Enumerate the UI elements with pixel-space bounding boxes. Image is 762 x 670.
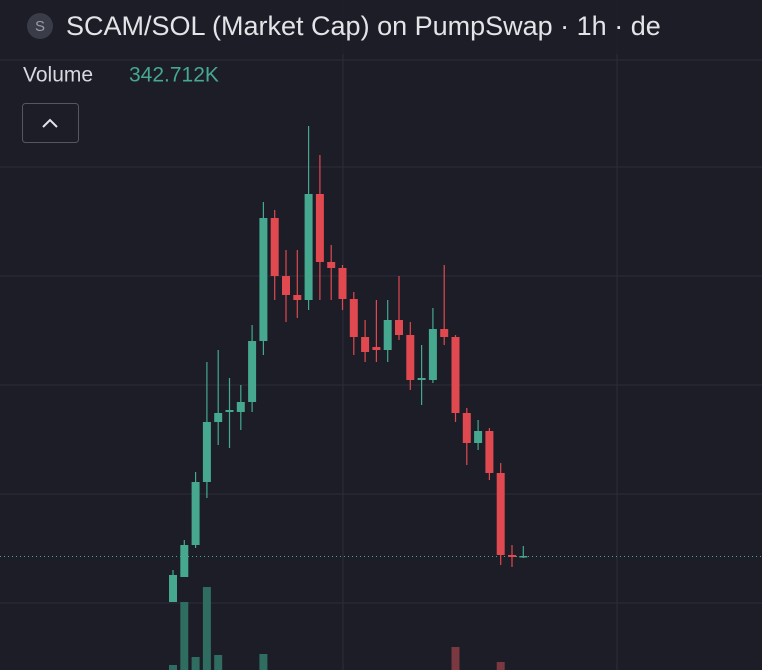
candles	[169, 126, 528, 670]
volume-label: Volume	[23, 64, 93, 87]
candle-body	[440, 329, 449, 337]
candle-body	[270, 218, 279, 276]
candle-body	[428, 329, 437, 380]
chevron-up-icon[interactable]	[42, 118, 58, 128]
candle-body	[202, 422, 211, 482]
volume-bar	[202, 587, 211, 670]
candle-body	[361, 337, 370, 352]
volume-bar	[496, 662, 505, 670]
symbol-icon-letter: S	[35, 18, 45, 35]
candle-body	[406, 335, 415, 380]
candle-body	[304, 194, 313, 300]
candle-body	[451, 337, 460, 413]
candle-body	[214, 413, 223, 422]
candle-body	[395, 320, 403, 335]
volume-value: 342.712K	[129, 64, 219, 87]
volume-bar	[214, 655, 223, 670]
candle-body	[180, 545, 189, 577]
volume-bar	[169, 665, 177, 670]
collapse-button-frame[interactable]	[22, 103, 79, 143]
volume-bar	[180, 602, 189, 670]
volume-bar	[259, 654, 268, 670]
candle-body	[225, 410, 234, 412]
candle-body	[259, 218, 268, 341]
candle-body	[383, 320, 392, 350]
candle-body	[191, 482, 200, 545]
candle-body	[315, 194, 324, 262]
volume-bar	[191, 657, 200, 670]
candle-body	[349, 299, 358, 337]
candle-body	[462, 413, 471, 443]
candle-body	[519, 556, 528, 558]
header-bar	[0, 0, 762, 54]
candle-body	[338, 268, 347, 299]
candle-body	[236, 402, 245, 412]
collapse-button[interactable]	[22, 103, 79, 143]
symbol-icon	[27, 13, 53, 39]
candle-body	[293, 295, 302, 300]
volume-bar	[451, 647, 460, 670]
candle-body	[508, 555, 516, 557]
candle-body	[496, 473, 505, 555]
candle-body	[169, 575, 177, 602]
candle-body	[327, 262, 336, 268]
chart-title: SCAM/SOL (Market Cap) on PumpSwap · 1h ·…	[66, 11, 661, 41]
candle-body	[417, 378, 426, 380]
candle-body	[372, 347, 381, 350]
candle-body	[485, 431, 494, 473]
candle-body	[474, 431, 483, 443]
candle-body	[248, 341, 257, 402]
candle-body	[282, 276, 290, 295]
